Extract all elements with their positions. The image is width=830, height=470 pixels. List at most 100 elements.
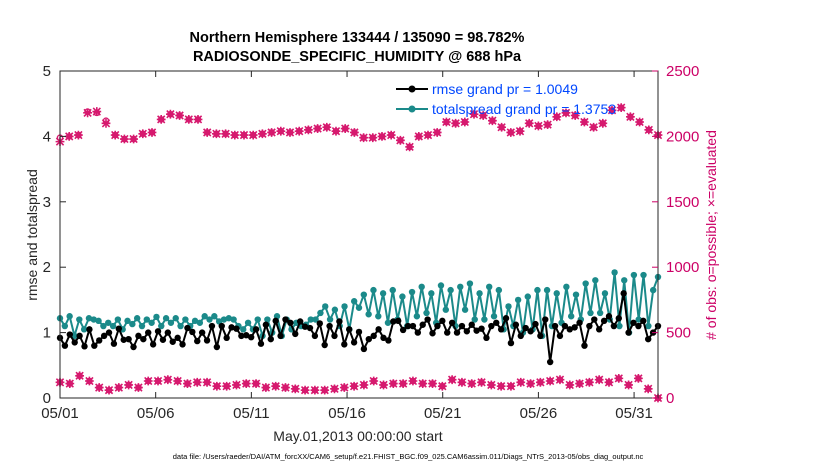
totalspread-point — [114, 316, 122, 323]
rmse-point — [463, 328, 471, 335]
totalspread-point — [350, 298, 358, 305]
rmse-point — [493, 319, 500, 326]
y-axis-label-left: rmse and totalspread — [24, 169, 40, 301]
obs-evaluated-point — [543, 120, 552, 130]
totalspread-point — [428, 290, 435, 297]
rmse-point — [331, 332, 338, 340]
totalspread-point — [514, 296, 522, 304]
rmse-point — [561, 322, 569, 330]
obs-evaluated-point — [405, 142, 414, 152]
rmse-point — [605, 313, 613, 320]
y-axis-label-right: # of obs: o=possible; ×=evaluated — [703, 130, 719, 340]
rmse-point — [635, 322, 642, 330]
rmse-point — [620, 290, 627, 297]
rmse-point — [595, 326, 603, 333]
rmse-point — [292, 330, 299, 338]
rmse-point — [267, 335, 274, 343]
obs-evaluated-12z-point — [359, 380, 369, 390]
rmse-point — [189, 328, 196, 336]
rmse-point — [448, 319, 456, 326]
rmse-point — [488, 322, 495, 330]
totalspread-point — [100, 322, 107, 330]
obs-evaluated-12z-point — [575, 379, 584, 389]
rmse-point — [135, 332, 142, 340]
y-tick-label-left: 3 — [43, 194, 51, 211]
obs-evaluated-12z-point — [173, 376, 183, 386]
totalspread-point — [370, 286, 377, 294]
obs-evaluated-point — [304, 125, 313, 135]
x-tick-label: 05/21 — [424, 405, 462, 422]
totalspread-point — [158, 322, 165, 330]
obs-evaluated-point — [92, 107, 102, 116]
obs-evaluated-12z-point — [251, 379, 261, 389]
rmse-point — [630, 319, 637, 326]
rmse-point — [404, 322, 412, 330]
obs-evaluated-12z-point — [408, 376, 418, 386]
obs-evaluated-point — [598, 118, 608, 128]
totalspread-point — [133, 315, 141, 322]
plot-area — [60, 71, 658, 398]
rmse-point — [91, 342, 98, 349]
rmse-point — [576, 319, 583, 326]
totalspread-point — [471, 316, 478, 323]
chart-title-line-2: RADIOSONDE_SPECIFIC_HUMIDITY @ 688 hPa — [193, 49, 522, 65]
obs-evaluated-12z-point — [261, 383, 271, 392]
rmse-point — [375, 326, 382, 333]
rmse-point — [198, 329, 206, 336]
totalspread-point — [630, 271, 638, 279]
obs-evaluated-point — [570, 111, 580, 120]
rmse-point — [507, 339, 515, 347]
x-tick-label: 05/31 — [615, 405, 653, 422]
totalspread-point — [447, 286, 454, 294]
totalspread-point — [105, 319, 112, 326]
totalspread-point — [66, 313, 73, 320]
y-tick-label-left: 4 — [43, 128, 51, 145]
rmse-point — [409, 322, 417, 330]
obs-evaluated-12z-point — [584, 377, 594, 387]
obs-evaluated-point — [644, 125, 654, 135]
rmse-point — [532, 320, 539, 328]
rmse-point — [296, 318, 304, 325]
rmse-point — [145, 329, 152, 336]
rmse-point — [277, 332, 284, 340]
rmse-point — [252, 326, 260, 333]
obs-evaluated-12z-point — [300, 385, 310, 395]
obs-evaluated-point — [396, 135, 405, 145]
obs-evaluated-point — [83, 108, 92, 118]
totalspread-point — [264, 316, 271, 323]
obs-evaluated-point — [193, 114, 203, 124]
totalspread-point — [481, 316, 488, 323]
obs-evaluated-12z-point — [467, 379, 477, 389]
rmse-point — [233, 325, 240, 332]
totalspread-point — [129, 320, 136, 328]
rmse-point — [640, 317, 647, 325]
obs-evaluated-point — [110, 130, 120, 140]
plot-frame — [59, 70, 659, 399]
x-tick-label: 05/06 — [137, 405, 175, 422]
rmse-point — [208, 322, 216, 330]
obs-evaluated-12z-point — [526, 379, 535, 389]
rmse-point — [71, 339, 78, 346]
obs-evaluated-12z-point — [310, 385, 320, 395]
rmse-point — [61, 342, 69, 349]
rmse-point — [414, 329, 422, 336]
rmse-point — [625, 329, 632, 336]
totalspread-point — [240, 326, 247, 333]
y-tick-label-right: 500 — [666, 325, 691, 342]
rmse-point — [581, 342, 588, 349]
totalspread-point — [80, 326, 88, 333]
x-tick-label: 05/01 — [41, 405, 79, 422]
obs-evaluated-point — [451, 118, 460, 128]
obs-evaluated-point — [239, 130, 249, 140]
totalspread-point — [167, 319, 175, 326]
rmse-point — [130, 343, 137, 351]
obs-evaluated-12z-point — [65, 379, 75, 389]
rmse-point — [184, 324, 191, 332]
obs-evaluated-12z-point — [535, 377, 545, 387]
obs-evaluated-12z-point — [192, 377, 202, 387]
y-tick-label-left: 5 — [43, 63, 51, 80]
obs-evaluated-point — [432, 128, 442, 137]
obs-evaluated-12z-point — [633, 373, 643, 383]
obs-evaluated-12z-point — [624, 380, 633, 390]
